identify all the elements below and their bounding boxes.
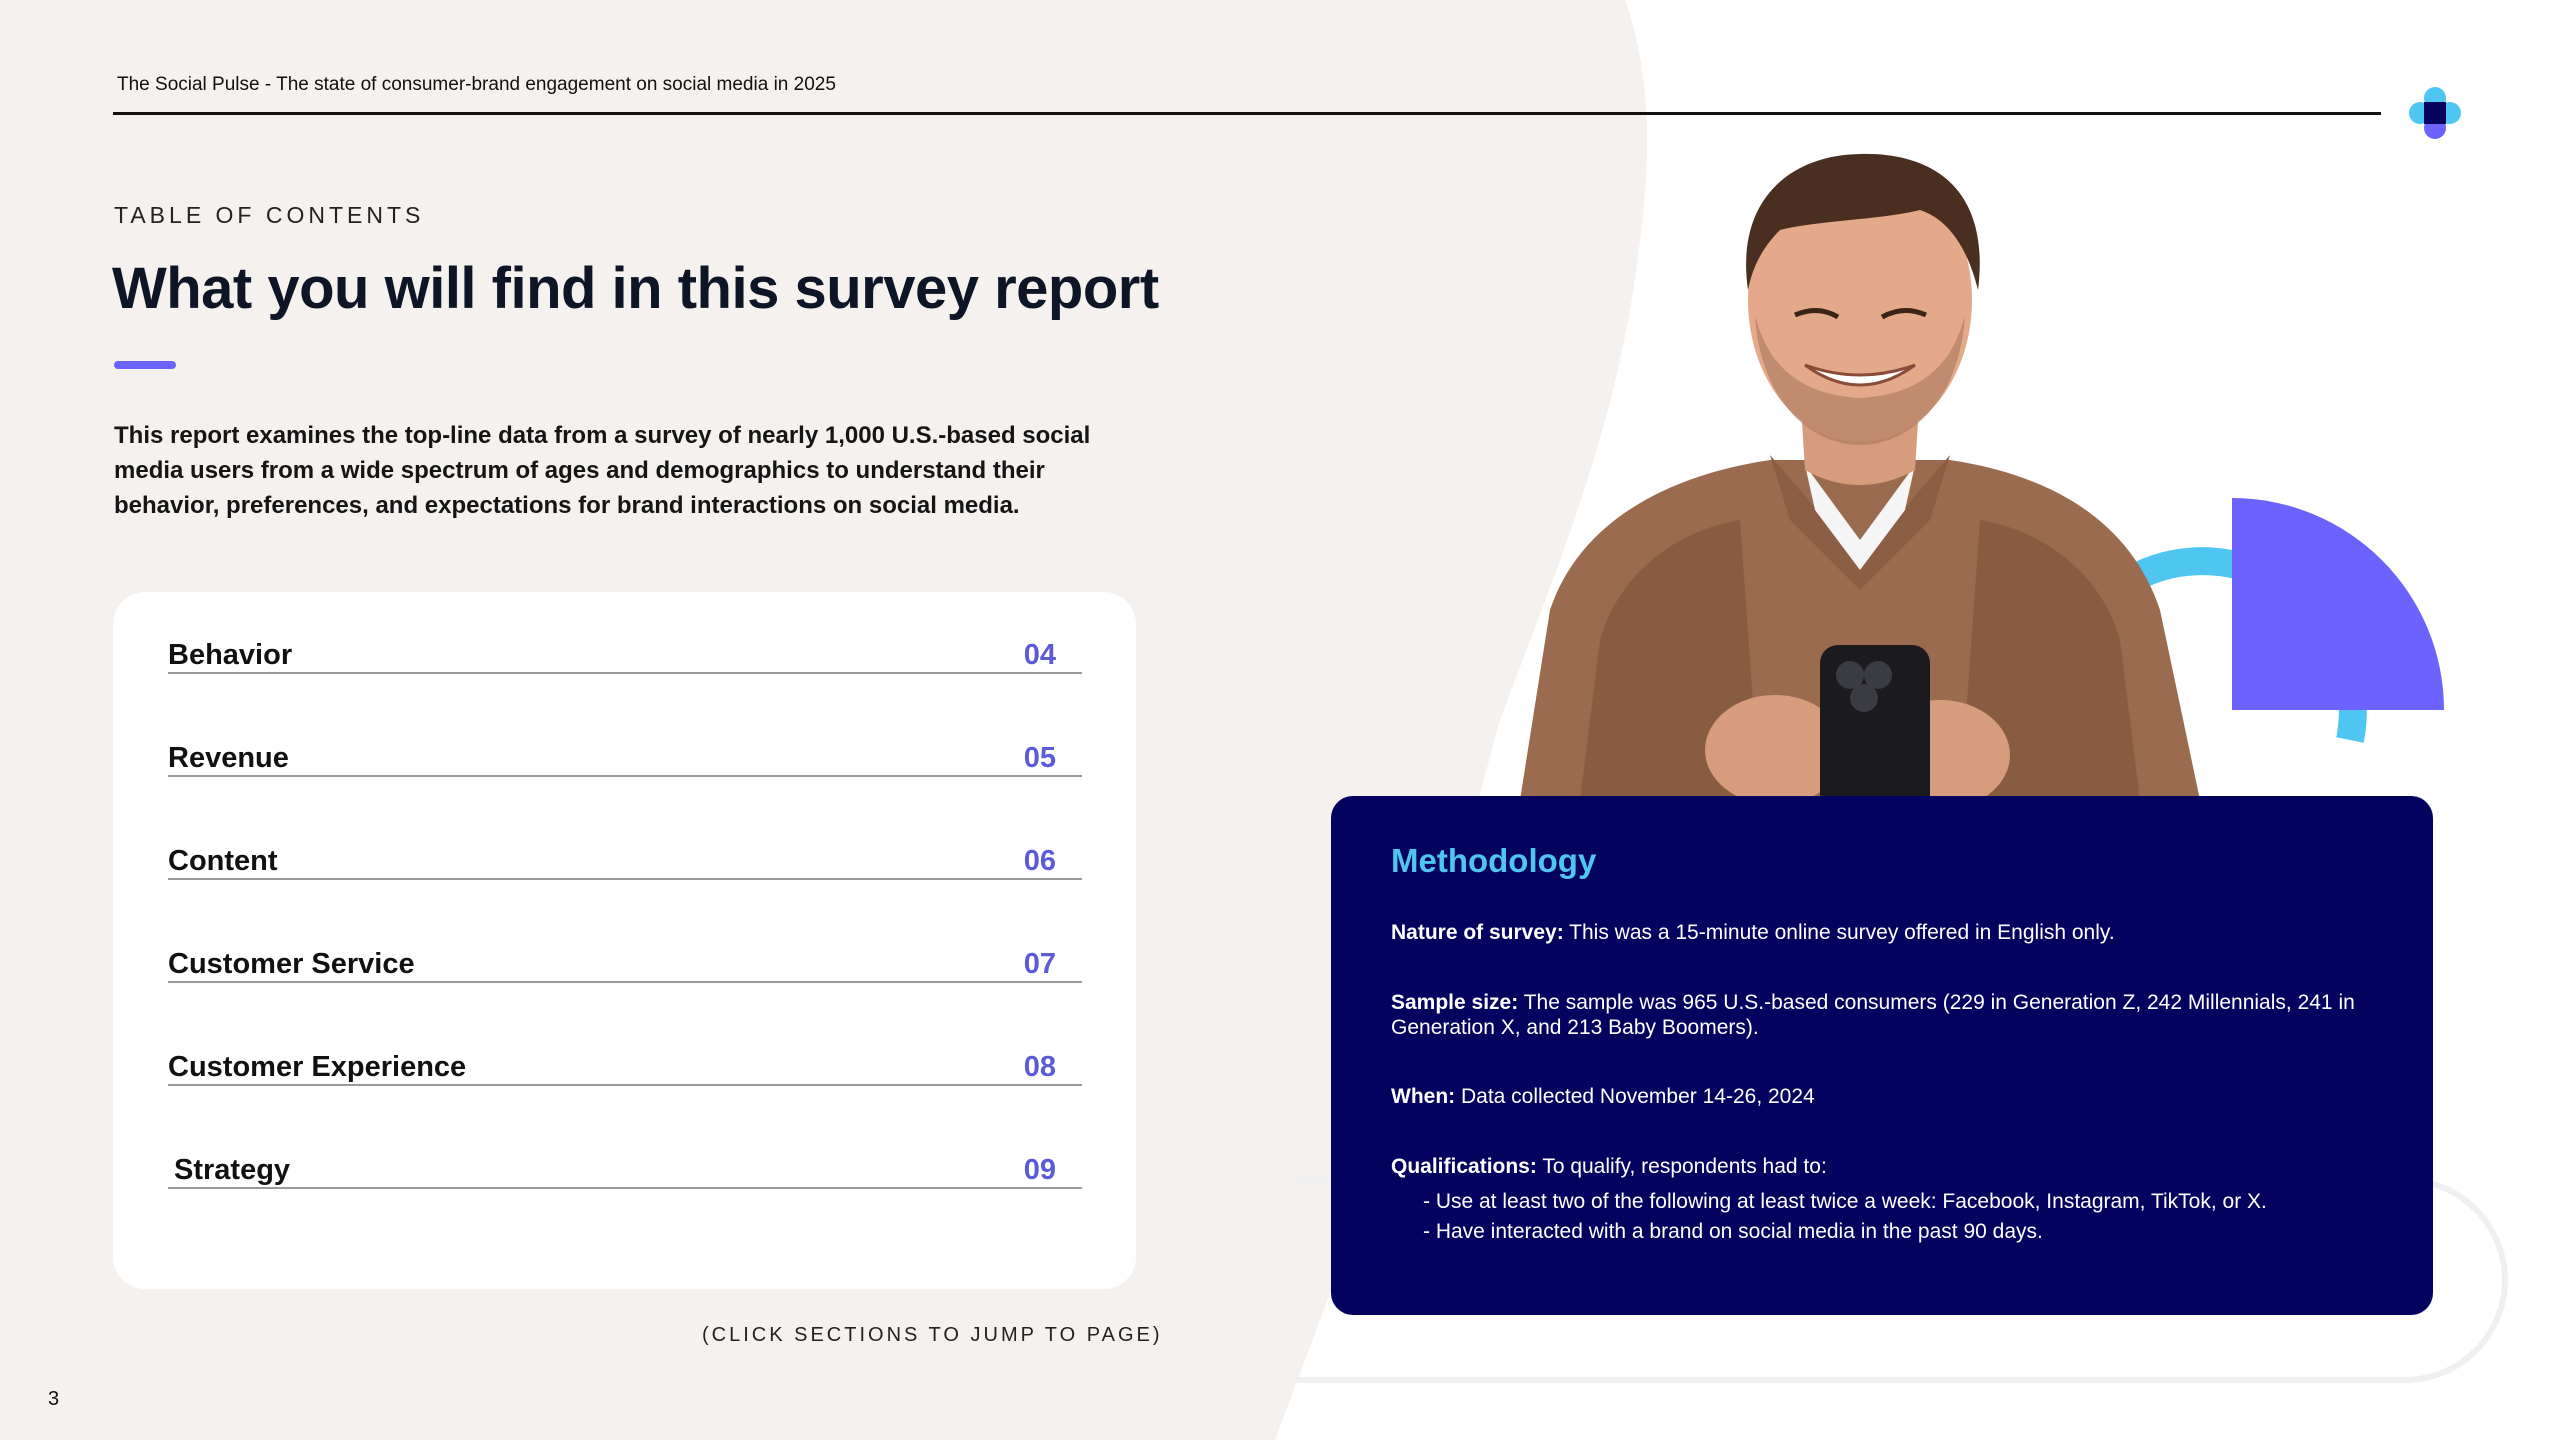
- qualifications-label: Qualifications:: [1391, 1155, 1537, 1178]
- qualification-bullet: - Use at least two of the following at l…: [1423, 1190, 2267, 1213]
- toc-item-label: Customer Experience: [168, 1051, 467, 1083]
- header-divider: [113, 112, 2381, 115]
- nature-text: This was a 15-minute online survey offer…: [1563, 921, 2115, 944]
- toc-item-page: 06: [1023, 845, 1056, 877]
- toc-eyebrow: TABLE OF CONTENTS: [114, 202, 425, 228]
- toc-item-customer-service[interactable]: Customer Service 07: [168, 923, 1082, 983]
- toc-item-label: Strategy: [174, 1154, 291, 1186]
- toc-item-label: Customer Service: [168, 948, 415, 980]
- toc-item-content[interactable]: Content 06: [168, 820, 1082, 880]
- toc-item-page: 08: [1023, 1051, 1056, 1083]
- sample-label: Sample size:: [1391, 991, 1519, 1014]
- decorative-arc-shapes: [2123, 498, 2444, 743]
- intro-paragraph: This report examines the top-line data f…: [114, 422, 1091, 519]
- page-title: What you will find in this survey report: [112, 256, 1159, 321]
- nature-label: Nature of survey:: [1391, 921, 1564, 944]
- title-accent-bar: [114, 361, 176, 369]
- toc-item-label: Behavior: [168, 639, 293, 671]
- toc-item-page: 09: [1023, 1154, 1056, 1186]
- toc-item-strategy[interactable]: Strategy 09: [168, 1129, 1082, 1189]
- when-label: When:: [1391, 1085, 1456, 1108]
- toc-item-behavior[interactable]: Behavior 04: [168, 614, 1082, 674]
- methodology-sample: Sample size: The sample was 965 U.S.-bas…: [1391, 990, 2391, 1040]
- page-number: 3: [48, 1388, 60, 1410]
- methodology-title: Methodology: [1391, 842, 1597, 879]
- toc-item-revenue[interactable]: Revenue 05: [168, 717, 1082, 777]
- methodology-qualifications: Qualifications: To qualify, respondents …: [1391, 1154, 2391, 1179]
- brand-logo-icon: [2409, 87, 2461, 139]
- toc-card: Behavior 04 Revenue 05 Content 06 Custom…: [113, 592, 1136, 1289]
- qualification-bullet: - Have interacted with a brand on social…: [1423, 1220, 2043, 1243]
- qualifications-text: To qualify, respondents had to:: [1536, 1155, 1827, 1178]
- sample-text: The sample was 965 U.S.-based consumers …: [1391, 991, 2355, 1039]
- click-sections-hint: (CLICK SECTIONS TO JUMP TO PAGE): [702, 1324, 1163, 1346]
- when-text: Data collected November 14-26, 2024: [1455, 1085, 1815, 1108]
- methodology-card: Methodology Nature of survey: This was a…: [1331, 796, 2433, 1315]
- toc-item-label: Revenue: [168, 742, 289, 774]
- person-with-phone-image: [1520, 140, 2200, 800]
- toc-item-page: 05: [1023, 742, 1056, 774]
- toc-item-customer-experience[interactable]: Customer Experience 08: [168, 1026, 1082, 1086]
- report-header-title: The Social Pulse - The state of consumer…: [117, 74, 836, 95]
- methodology-when: When: Data collected November 14-26, 202…: [1391, 1084, 2391, 1109]
- methodology-nature: Nature of survey: This was a 15-minute o…: [1391, 920, 2391, 945]
- toc-item-page: 07: [1023, 948, 1056, 980]
- toc-item-page: 04: [1023, 639, 1056, 671]
- toc-item-label: Content: [168, 845, 278, 877]
